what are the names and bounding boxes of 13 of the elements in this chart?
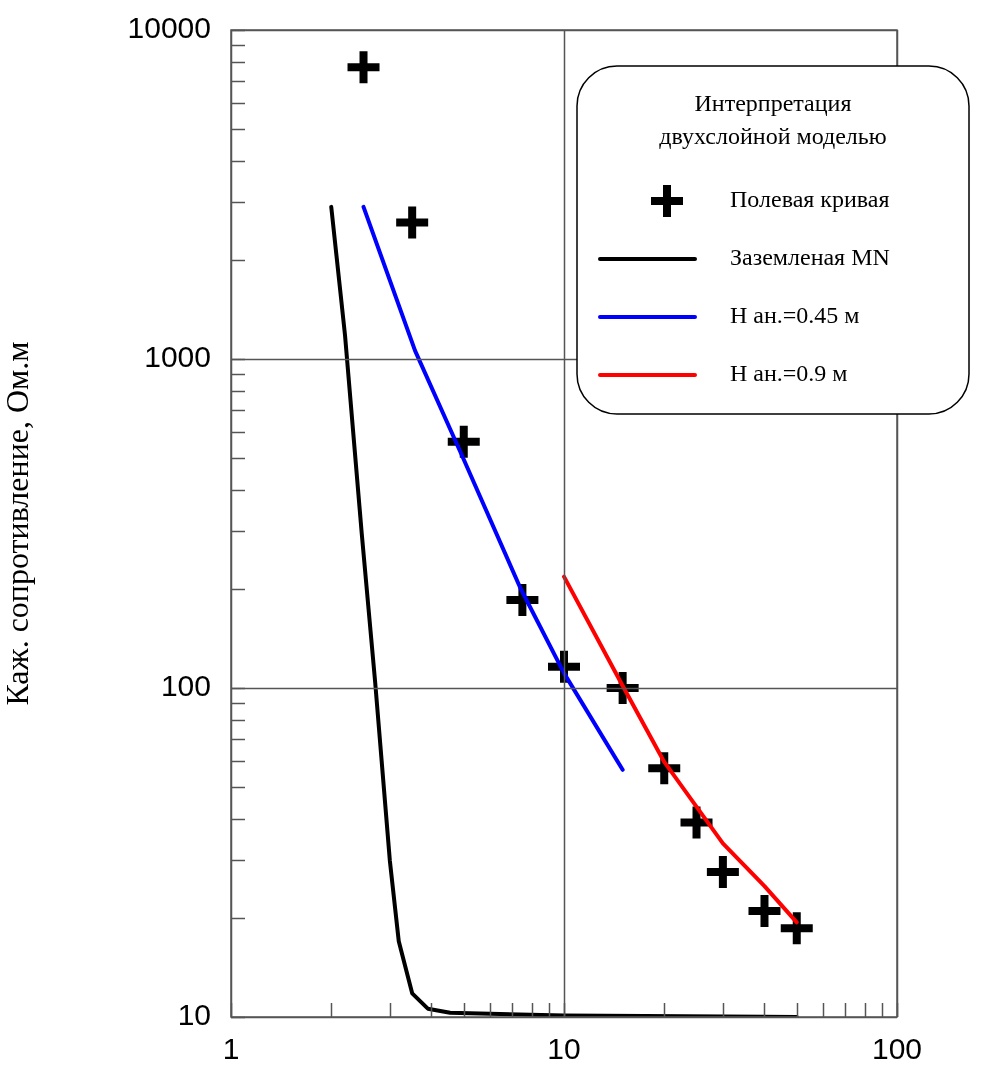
- y-axis-title: Каж. сопротивление, Ом.м: [0, 341, 35, 706]
- y-tick-label: 10: [177, 998, 211, 1032]
- legend-label: Полевая кривая: [730, 186, 890, 213]
- legend-label: Заземленая MN: [730, 244, 890, 271]
- legend-title: Интерпретация двухслойной моделью: [659, 90, 887, 150]
- legend-label: H ан.=0.9 м: [730, 360, 848, 387]
- x-tick-label: 10: [547, 1032, 581, 1066]
- x-tick-label: 100: [871, 1032, 923, 1066]
- y-tick-label: 1000: [144, 340, 211, 374]
- y-tick-label: 10000: [127, 11, 211, 45]
- y-tick-label: 100: [160, 669, 211, 703]
- x-tick-label: 1: [222, 1032, 240, 1066]
- legend-label: H ан.=0.45 м: [730, 302, 860, 329]
